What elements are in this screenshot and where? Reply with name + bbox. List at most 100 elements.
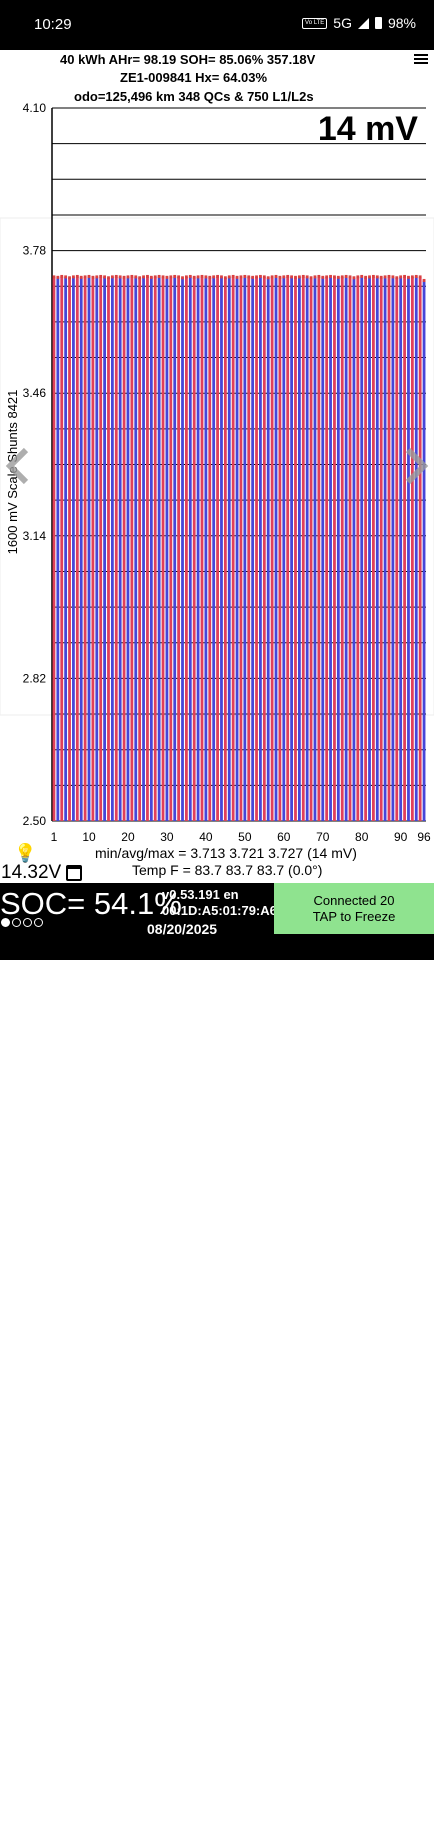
cell-bar — [87, 276, 91, 821]
cell-bar — [64, 276, 68, 822]
cell-bar-cap — [75, 274, 79, 278]
cell-bar-cap — [286, 274, 290, 278]
cell-bar-cap — [204, 275, 208, 279]
cell-bar — [321, 277, 325, 821]
chart-title: 14 mV — [318, 110, 418, 148]
cell-bar — [192, 277, 196, 821]
menu-icon[interactable] — [414, 52, 428, 66]
cell-bar-cap — [126, 275, 130, 279]
cell-voltage-chart[interactable]: 4.10 3.78 3.46 3.14 2.82 2.50 1 10 20 30 40 50 60 70… — [0, 100, 434, 845]
cell-stats: min/avg/max = 3.713 3.721 3.727 (14 mV) … — [95, 845, 357, 879]
cell-bar-cap — [383, 275, 387, 279]
cell-bar-cap — [243, 274, 247, 278]
cell-bar-cap — [91, 275, 95, 279]
x-tick-label: 1 — [51, 830, 58, 844]
y-tick-label: 2.50 — [23, 814, 47, 828]
cell-bar — [177, 276, 181, 822]
cell-bar — [344, 276, 348, 821]
cell-bar-cap — [255, 275, 258, 279]
x-tick-label: 90 — [394, 830, 408, 844]
cell-bar — [227, 276, 231, 822]
y-tick-label: 2.82 — [23, 671, 47, 685]
cell-bar — [138, 277, 142, 821]
cell-bar — [52, 276, 56, 822]
cell-bar-cap — [99, 274, 103, 278]
cell-bar-cap — [309, 276, 313, 280]
cell-bar-cap — [410, 275, 414, 279]
signal-icon — [357, 17, 369, 29]
cell-bar — [270, 276, 274, 822]
cell-bar — [282, 276, 286, 822]
y-axis-ticks: 4.10 3.78 3.46 3.14 2.82 2.50 — [23, 101, 47, 828]
cell-bar — [364, 277, 368, 821]
cell-bar — [235, 277, 239, 821]
cell-bar — [305, 276, 309, 822]
freeze-hint: TAP to Freeze — [312, 908, 396, 924]
cell-bar — [286, 276, 290, 821]
cell-bar — [259, 276, 262, 821]
x-tick-label: 70 — [316, 830, 330, 844]
cell-bar-cap — [212, 275, 216, 279]
cell-bar — [118, 276, 122, 822]
summary-line-3: odo=125,496 km 348 QCs & 750 L1/L2s — [74, 89, 314, 104]
cell-bar — [336, 277, 340, 821]
cell-bar-cap — [418, 275, 422, 279]
cell-bar — [130, 276, 134, 821]
cell-bar — [414, 276, 418, 821]
cell-bar — [68, 277, 71, 821]
x-tick-label: 10 — [82, 830, 96, 844]
cell-bar-cap — [95, 275, 99, 279]
cell-bar-cap — [134, 275, 138, 279]
x-tick-label: 96 — [417, 830, 431, 844]
cell-bar-cap — [188, 274, 192, 278]
cell-bar — [223, 277, 227, 821]
cell-bar — [266, 277, 270, 821]
cell-bar — [60, 276, 64, 821]
gesture-bar[interactable] — [147, 1830, 287, 1835]
cell-bar-cap — [321, 275, 325, 279]
cell-bar — [134, 276, 138, 822]
calendar-icon[interactable] — [66, 865, 82, 881]
page-indicator[interactable] — [1, 918, 43, 927]
cell-bar-cap — [60, 274, 64, 278]
cell-bar — [208, 277, 212, 821]
cell-bar-cap — [87, 274, 91, 278]
page-dot — [23, 918, 32, 927]
version-info: v0.53.191 en 00:1D:A5:01:79:A6 08/20/202… — [147, 887, 277, 937]
cell-bar-cap — [262, 275, 266, 279]
cell-bar-cap — [364, 275, 368, 279]
cell-bar-cap — [422, 278, 426, 282]
cell-bar — [161, 276, 165, 822]
aux-voltage: 14.32V — [1, 862, 62, 883]
cell-bar-cap — [329, 274, 332, 278]
cell-bar — [387, 276, 391, 821]
cell-bar-cap — [403, 274, 406, 278]
cell-bar-cap — [107, 276, 110, 280]
cell-bar-cap — [177, 275, 181, 279]
summary-line-1: 40 kWh AHr= 98.19 SOH= 85.06% 357.18V — [60, 52, 316, 67]
footer-bar: SOC= 54.1% v0.53.191 en 00:1D:A5:01:79:A… — [0, 883, 434, 1835]
chevron-right-icon[interactable] — [405, 447, 429, 485]
cell-bar-cap — [387, 274, 391, 278]
device-mac: 00:1D:A5:01:79:A6 — [162, 903, 277, 918]
summary-line-2: ZE1-009841 Hx= 64.03% — [120, 70, 268, 85]
chevron-left-icon[interactable] — [5, 447, 29, 485]
cell-bar — [56, 277, 60, 821]
y-tick-label: 3.14 — [23, 529, 47, 543]
page-dot — [34, 918, 43, 927]
cell-bar-cap — [360, 274, 364, 278]
connect-freeze-button[interactable]: Connected 20 TAP to Freeze — [274, 883, 434, 934]
temperature-readout: Temp F = 83.7 83.7 83.7 (0.0°) — [132, 862, 323, 878]
cell-bar-cap — [185, 275, 188, 279]
cell-bar — [110, 276, 114, 822]
cell-bar — [294, 277, 297, 821]
chart-bars — [52, 274, 426, 822]
cell-bar-cap — [379, 275, 383, 279]
cell-bar-cap — [208, 275, 212, 279]
battery-percent: 98% — [387, 15, 416, 31]
cell-bar-cap — [130, 274, 134, 278]
cell-bar-cap — [372, 274, 375, 278]
cell-bar — [333, 276, 336, 822]
bulb-icon[interactable]: 💡 — [14, 843, 37, 863]
cell-bar-cap — [344, 274, 348, 278]
